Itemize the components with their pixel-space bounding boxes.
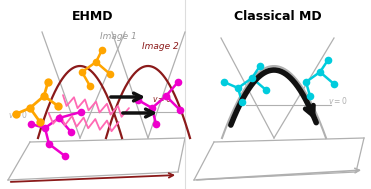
Text: $v = 0$: $v = 0$	[328, 94, 348, 105]
Text: $v = 0$: $v = 0$	[8, 109, 28, 121]
Text: Image 2: Image 2	[142, 42, 179, 51]
Text: Classical MD: Classical MD	[234, 10, 322, 23]
Text: Image 1: Image 1	[100, 32, 137, 41]
Text: $v = 0$: $v = 0$	[152, 92, 172, 104]
Text: EHMD: EHMD	[72, 10, 114, 23]
